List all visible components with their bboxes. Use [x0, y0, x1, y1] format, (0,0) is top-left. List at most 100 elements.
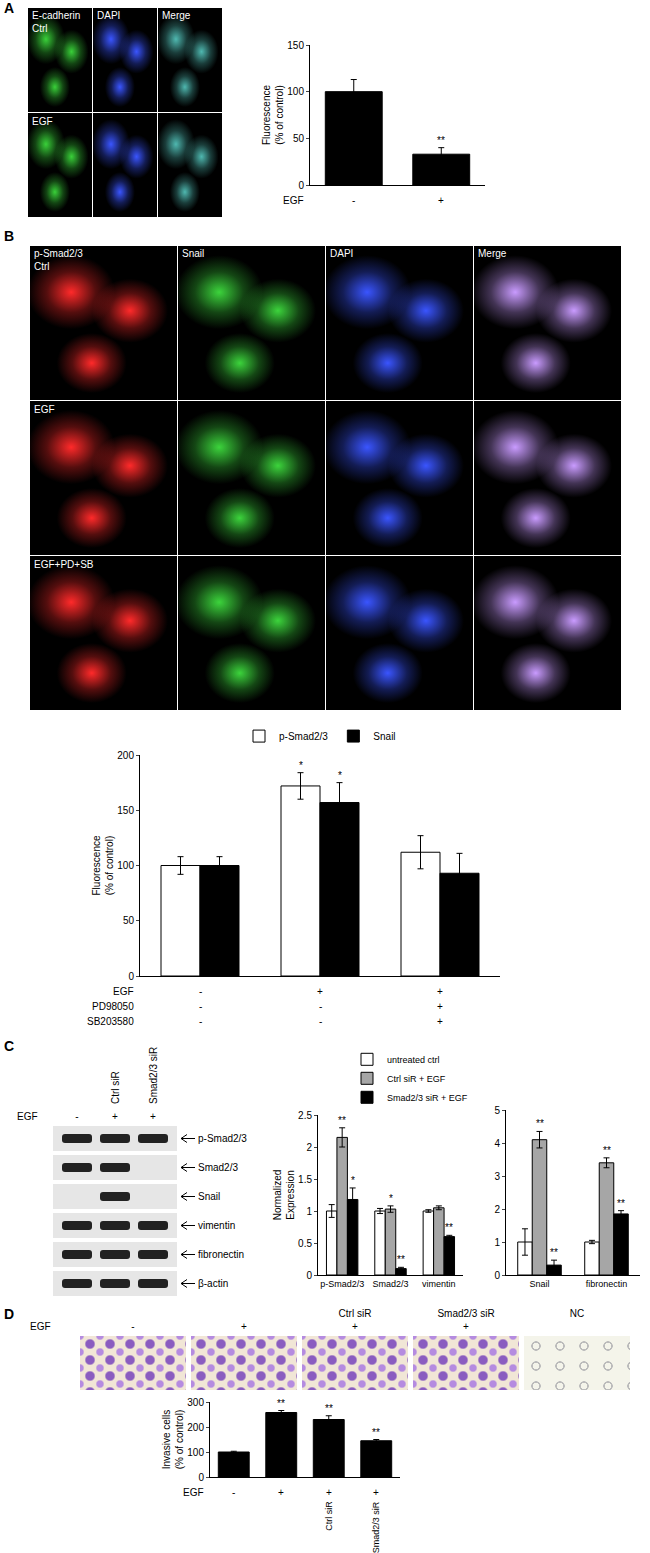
- svg-text:300: 300: [187, 1397, 204, 1408]
- svg-text:Smad2/3: Smad2/3: [198, 1162, 238, 1173]
- svg-text:**: **: [437, 135, 445, 146]
- svg-text:fibronectin: fibronectin: [586, 1279, 628, 1289]
- svg-text:+: +: [317, 986, 323, 997]
- svg-text:Smad2/3 siR + EGF: Smad2/3 siR + EGF: [387, 1093, 468, 1103]
- svg-text:*: *: [389, 1193, 393, 1204]
- svg-text:*: *: [338, 770, 342, 781]
- svg-text:150: 150: [287, 40, 304, 51]
- svg-text:100: 100: [287, 86, 304, 97]
- svg-text:50: 50: [293, 133, 305, 144]
- svg-text:0: 0: [494, 1270, 500, 1281]
- svg-text:EGF: EGF: [17, 1111, 38, 1122]
- svg-text:p-Smad2/3: p-Smad2/3: [198, 1133, 247, 1144]
- svg-text:0: 0: [128, 971, 134, 982]
- html-text:Snail: Snail: [182, 248, 205, 259]
- svg-text:NormalizedExpression: NormalizedExpression: [272, 1170, 296, 1221]
- svg-text:**: **: [550, 1247, 558, 1258]
- svg-text:5: 5: [494, 1105, 500, 1116]
- svg-text:**: **: [325, 1403, 333, 1414]
- svg-text:4: 4: [494, 1138, 500, 1149]
- html-text:DAPI: DAPI: [97, 10, 121, 21]
- svg-text:1: 1: [494, 1237, 500, 1248]
- svg-text:*: *: [351, 1175, 355, 1186]
- html-text:C: C: [4, 1038, 15, 1054]
- svg-text:β-actin: β-actin: [198, 1278, 228, 1289]
- svg-text:0: 0: [306, 1270, 312, 1281]
- html-text:E-cadherin: E-cadherin: [32, 10, 81, 21]
- html-text:A: A: [4, 0, 15, 16]
- svg-text:p-Smad2/3: p-Smad2/3: [320, 1279, 364, 1289]
- svg-text:Invasive cells(% of control): Invasive cells(% of control): [161, 1410, 185, 1469]
- svg-text:**: **: [445, 1222, 453, 1233]
- svg-text:1.5: 1.5: [298, 1174, 312, 1185]
- svg-text:-: -: [199, 1001, 202, 1012]
- svg-text:-: -: [232, 1487, 235, 1498]
- svg-text:+: +: [437, 1016, 443, 1027]
- svg-text:**: **: [338, 1115, 346, 1126]
- svg-text:**: **: [397, 1254, 405, 1265]
- svg-text:PD98050: PD98050: [92, 1001, 134, 1012]
- svg-text:fibronectin: fibronectin: [198, 1249, 244, 1260]
- svg-text:Ctrl siR + EGF: Ctrl siR + EGF: [387, 1074, 446, 1084]
- svg-text:vimentin: vimentin: [422, 1279, 456, 1289]
- svg-text:-: -: [199, 986, 202, 997]
- svg-text:1: 1: [306, 1206, 312, 1217]
- svg-text:*: *: [299, 760, 303, 771]
- svg-text:-: -: [75, 1111, 78, 1122]
- svg-text:Smad2/3: Smad2/3: [372, 1279, 408, 1289]
- svg-text:SB203580: SB203580: [87, 1016, 134, 1027]
- html-text:B: B: [4, 228, 15, 244]
- svg-text:0: 0: [198, 1472, 204, 1483]
- svg-text:200: 200: [117, 750, 134, 761]
- svg-text:0: 0: [298, 180, 304, 191]
- svg-text:2: 2: [494, 1204, 500, 1215]
- html-text:Ctrl: Ctrl: [32, 23, 48, 34]
- svg-text:EGF: EGF: [183, 1487, 204, 1498]
- svg-text:**: **: [536, 1118, 544, 1129]
- svg-text:-: -: [319, 1001, 322, 1012]
- svg-text:50: 50: [123, 915, 135, 926]
- svg-text:3: 3: [494, 1171, 500, 1182]
- svg-text:Smad2/3 siR: Smad2/3 siR: [148, 1047, 159, 1104]
- svg-text:untreated ctrl: untreated ctrl: [387, 1055, 440, 1065]
- html-text:EGF: EGF: [32, 116, 53, 127]
- svg-text:vimentin: vimentin: [198, 1220, 235, 1231]
- html-text:Ctrl: Ctrl: [34, 261, 50, 272]
- svg-text:Snail: Snail: [373, 731, 395, 742]
- svg-text:+: +: [437, 986, 443, 997]
- svg-text:**: **: [372, 1427, 380, 1438]
- svg-text:150: 150: [117, 805, 134, 816]
- svg-text:Smad2/3 siR: Smad2/3 siR: [371, 1501, 381, 1553]
- svg-text:+: +: [150, 1111, 156, 1122]
- svg-text:+: +: [112, 1111, 118, 1122]
- svg-text:+: +: [326, 1487, 332, 1498]
- svg-text:EGF: EGF: [283, 195, 304, 206]
- svg-text:**: **: [617, 1198, 625, 1209]
- svg-text:Fluorescence(% of control): Fluorescence(% of control): [261, 85, 285, 145]
- html-text:p-Smad2/3: p-Smad2/3: [34, 248, 83, 259]
- svg-text:2.5: 2.5: [298, 1110, 312, 1121]
- svg-text:+: +: [278, 1487, 284, 1498]
- svg-text:-: -: [352, 195, 355, 206]
- svg-text:-: -: [199, 1016, 202, 1027]
- svg-text:EGF: EGF: [113, 986, 134, 997]
- svg-text:Ctrl siR: Ctrl siR: [324, 1501, 334, 1531]
- svg-text:Ctrl siR: Ctrl siR: [110, 1071, 121, 1104]
- svg-text:Snail: Snail: [198, 1191, 220, 1202]
- svg-text:0.5: 0.5: [298, 1238, 312, 1249]
- svg-text:100: 100: [117, 860, 134, 871]
- svg-text:100: 100: [187, 1447, 204, 1458]
- svg-text:**: **: [603, 1145, 611, 1156]
- svg-text:2: 2: [306, 1142, 312, 1153]
- svg-text:Fluorescence(% of control): Fluorescence(% of control): [91, 835, 115, 895]
- svg-text:Snail: Snail: [529, 1279, 549, 1289]
- html-text:D: D: [4, 1306, 15, 1322]
- html-text:Merge: Merge: [162, 10, 191, 21]
- svg-text:+: +: [437, 1001, 443, 1012]
- svg-text:+: +: [373, 1487, 379, 1498]
- svg-text:-: -: [319, 1016, 322, 1027]
- svg-text:+: +: [438, 195, 444, 206]
- svg-text:200: 200: [187, 1422, 204, 1433]
- svg-text:**: **: [277, 1398, 285, 1409]
- svg-text:p-Smad2/3: p-Smad2/3: [279, 731, 328, 742]
